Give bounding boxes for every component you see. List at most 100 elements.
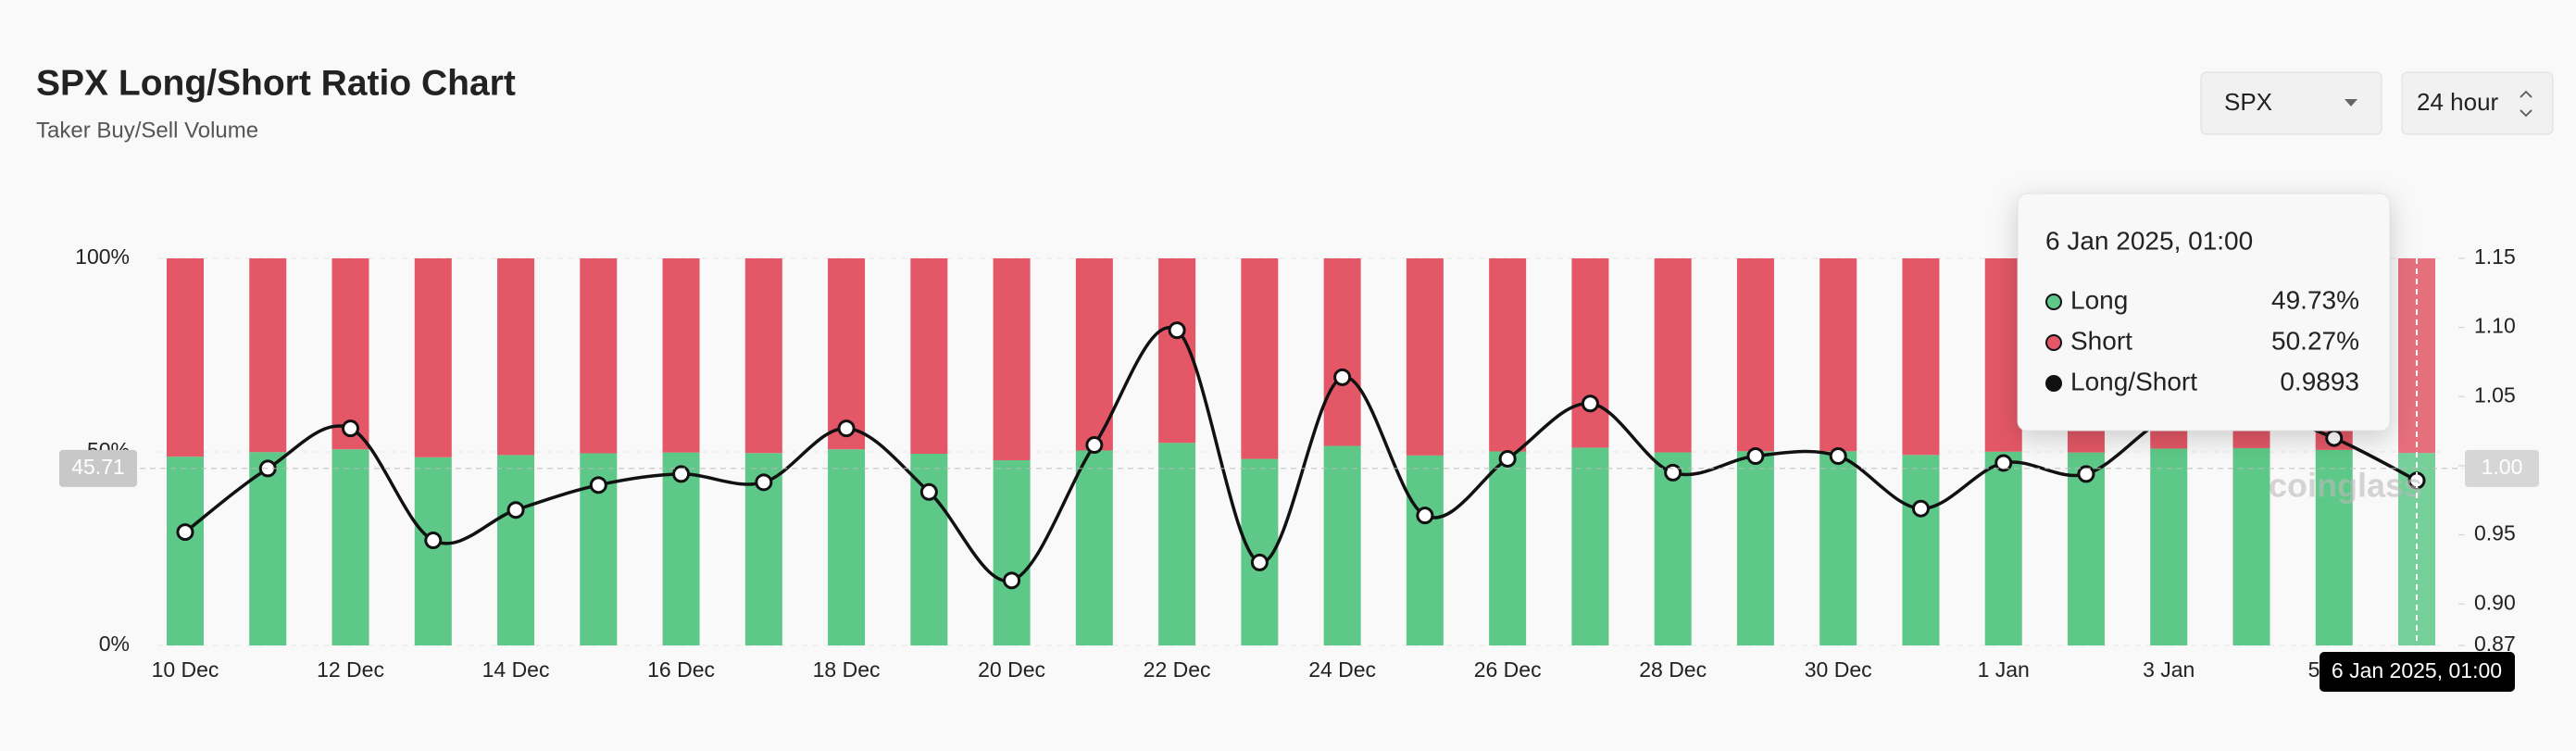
ratio-point — [1250, 553, 1269, 571]
y2-tick-label: 0.87 — [2474, 632, 2516, 656]
x-tick-label: 30 Dec — [1805, 657, 1872, 682]
long-bar — [2315, 449, 2353, 645]
short-bar — [331, 258, 369, 450]
tooltip-value: 0.9893 — [2280, 367, 2359, 395]
long-bar — [1571, 447, 1609, 645]
y2-tick-label: 1.10 — [2474, 314, 2516, 338]
tooltip — [2017, 193, 2391, 432]
ratio-point — [424, 532, 443, 550]
tooltip-value: 49.73% — [2271, 285, 2359, 314]
spinner — [2520, 90, 2532, 118]
y2-tick-label: 0.90 — [2474, 590, 2516, 614]
long-bar — [2067, 452, 2105, 645]
short-bar — [414, 258, 452, 457]
short-bar — [167, 258, 204, 457]
long-bar — [167, 457, 204, 645]
long-bar — [1902, 455, 1940, 645]
x-tick-label: 3 Jan — [2143, 657, 2195, 682]
ratio-point — [672, 465, 691, 483]
ratio-point — [1416, 507, 1434, 525]
short-bar — [249, 258, 287, 453]
long-bar — [2150, 448, 2188, 645]
x-tick-label: 14 Dec — [482, 657, 550, 682]
crosshair-x-label: 6 Jan 2025, 01:00 — [2332, 658, 2502, 682]
ratio-point — [1664, 463, 1682, 482]
subtitle: Taker Buy/Sell Volume — [36, 118, 258, 143]
ratio-point — [919, 482, 938, 501]
long-bar — [1406, 455, 1444, 645]
tooltip-name: Short — [2070, 326, 2132, 355]
long-bar — [1984, 451, 2022, 645]
ratio-point — [1911, 499, 1930, 518]
long-bar — [1075, 450, 1113, 645]
ratio-point — [2325, 429, 2344, 447]
short-bar — [1571, 258, 1609, 448]
interval-select[interactable] — [2401, 71, 2554, 135]
crosshair-x-box — [2320, 652, 2515, 692]
title: SPX Long/Short Ratio Chart — [36, 63, 516, 103]
crosshair-y-label: 45.71 — [71, 455, 125, 479]
ratio-point — [1581, 394, 1599, 413]
tooltip-value: 50.27% — [2271, 326, 2359, 355]
short-bar — [1075, 258, 1113, 451]
long-bar — [249, 452, 287, 645]
y-tick-label: 100% — [75, 244, 130, 269]
x-tick-label: 28 Dec — [1639, 657, 1707, 682]
short-bar — [580, 258, 618, 454]
short-bar — [1654, 258, 1692, 453]
tooltip-swatch — [2045, 334, 2062, 351]
ratio-point — [1003, 571, 1021, 590]
long-bar — [1819, 451, 1857, 645]
crosshair-y2-box — [2465, 449, 2539, 487]
interval-text: 24 hour — [2417, 88, 2499, 116]
x-tick-label: 20 Dec — [978, 657, 1045, 682]
ratio-point — [342, 419, 360, 438]
short-bar — [497, 258, 535, 456]
y2-tick-label: 0.95 — [2474, 521, 2516, 545]
long-bar — [414, 457, 452, 645]
short-bar — [1736, 258, 1774, 452]
long-bar — [1489, 451, 1527, 645]
x-tick-label: 26 Dec — [1474, 657, 1542, 682]
ratio-point — [1168, 321, 1186, 340]
tooltip-name: Long/Short — [2070, 367, 2197, 395]
short-bar — [1489, 258, 1527, 452]
long-bar — [993, 460, 1031, 645]
ratio-point — [837, 419, 856, 438]
ratio-point — [506, 501, 525, 519]
symbol-text: SPX — [2224, 88, 2272, 116]
long-bar — [828, 449, 866, 645]
ratio-point — [1746, 446, 1765, 465]
x-tick-label: 16 Dec — [647, 657, 715, 682]
short-bar — [1984, 258, 2022, 452]
short-bar — [1902, 258, 1940, 456]
long-bar — [497, 455, 535, 645]
crosshair-y-box — [59, 449, 137, 487]
ratio-point — [1498, 449, 1517, 468]
ratio-point — [1333, 368, 1352, 386]
ratio-point — [1085, 436, 1104, 455]
ratio-point — [176, 523, 194, 542]
short-bar — [993, 258, 1031, 461]
ratio-point — [589, 476, 607, 494]
x-tick-label: 12 Dec — [317, 657, 384, 682]
ratio-point — [1829, 446, 1847, 465]
short-bar — [662, 258, 700, 453]
symbol-select[interactable] — [2200, 71, 2382, 135]
short-bar — [828, 258, 866, 450]
tooltip-swatch — [2045, 294, 2062, 310]
crosshair-y2-label: 1.00 — [2482, 455, 2523, 479]
long-bar — [1736, 451, 1774, 645]
long-bar — [331, 449, 369, 645]
short-bar — [1406, 258, 1444, 456]
x-tick-label: 1 Jan — [1978, 657, 2030, 682]
watermark: coinglass — [2269, 467, 2422, 505]
ratio-point — [2077, 465, 2095, 483]
long-bar — [1323, 445, 1361, 645]
short-bar — [910, 258, 948, 455]
caret — [2345, 99, 2357, 106]
x-tick-label: 10 Dec — [152, 657, 219, 682]
y-tick-label: 0% — [99, 632, 130, 656]
